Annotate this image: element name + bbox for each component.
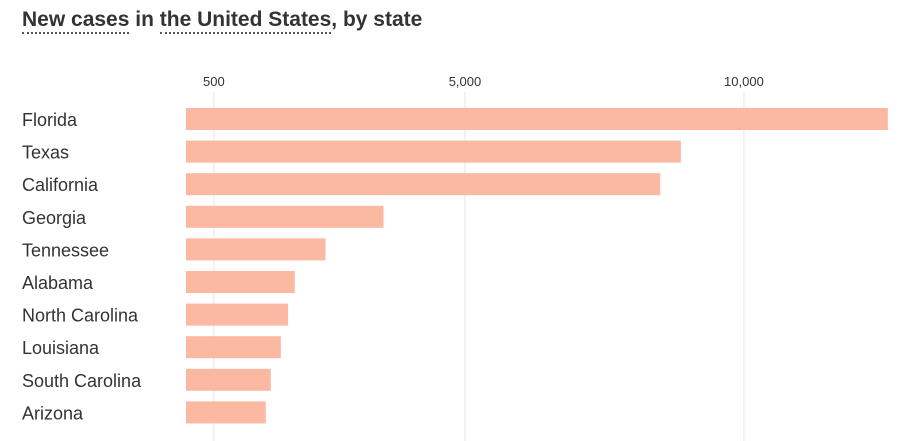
x-tick-label: 10,000: [724, 74, 764, 89]
category-label: California: [22, 175, 99, 195]
bar-california[interactable]: [186, 173, 661, 196]
bar-louisiana[interactable]: [186, 336, 281, 359]
x-tick-label: 500: [203, 74, 225, 89]
category-label: Louisiana: [22, 338, 100, 358]
bar-texas[interactable]: [186, 140, 681, 163]
category-label: Florida: [22, 110, 78, 130]
category-label: Arizona: [22, 403, 84, 423]
category-label: Alabama: [22, 273, 94, 293]
united-states-link[interactable]: the United States: [159, 8, 332, 34]
category-label: Tennessee: [22, 240, 109, 260]
new-cases-link[interactable]: New cases: [22, 8, 130, 34]
chart-title: New cases in the United States, by state: [22, 8, 423, 34]
category-label: South Carolina: [22, 371, 142, 391]
x-tick-label: 5,000: [449, 74, 482, 89]
category-label: Texas: [22, 143, 69, 163]
bar-tennessee[interactable]: [186, 238, 326, 261]
bar-arizona[interactable]: [186, 401, 266, 424]
bar-south-carolina[interactable]: [186, 368, 271, 391]
bar-north-carolina[interactable]: [186, 303, 289, 326]
title-text: , by state: [331, 8, 423, 31]
bar-georgia[interactable]: [186, 205, 384, 228]
bar-alabama[interactable]: [186, 271, 295, 293]
category-label: Georgia: [22, 208, 87, 228]
category-label: North Carolina: [22, 306, 139, 326]
title-text: in: [129, 8, 160, 31]
bar-florida[interactable]: [186, 108, 888, 130]
